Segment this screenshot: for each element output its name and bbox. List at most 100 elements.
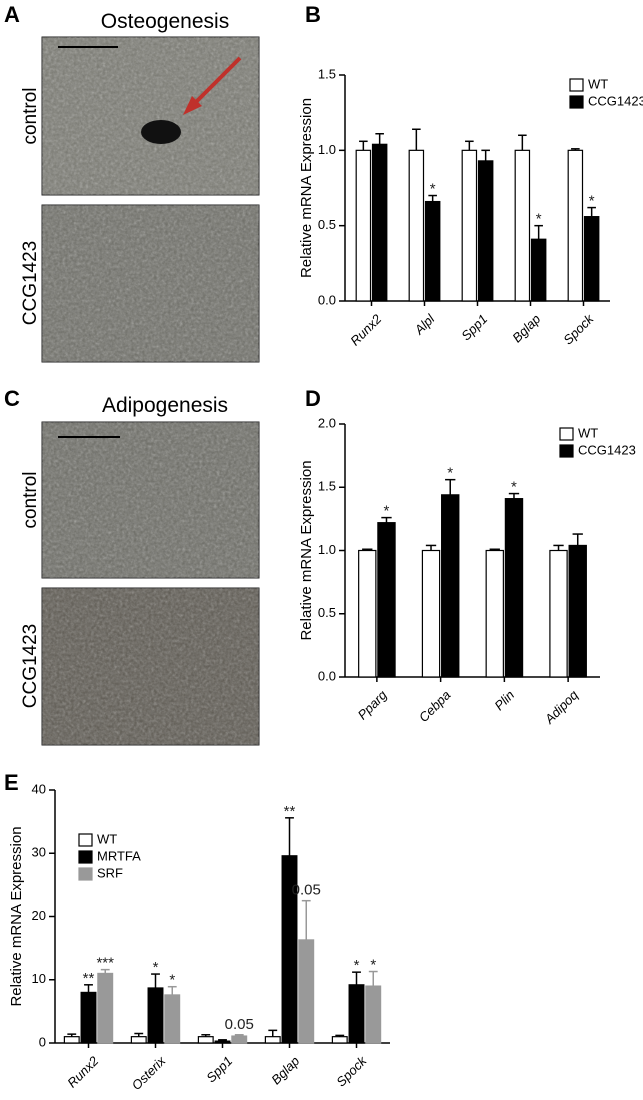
y-tick-label: 1.0 (318, 542, 336, 557)
row-label: CCG1423 (20, 624, 41, 709)
y-tick-label: 40 (32, 781, 46, 796)
bar (485, 549, 504, 678)
significance: ** (83, 970, 95, 987)
y-tick-label: 10 (32, 971, 46, 986)
significance: * (153, 959, 159, 976)
y-tick-label: 20 (32, 908, 46, 923)
y-tick-label: 2.0 (318, 415, 336, 430)
bar (355, 149, 372, 302)
bar (348, 984, 365, 1044)
bar (583, 216, 600, 302)
bar (461, 149, 478, 302)
texture (42, 205, 259, 362)
y-axis-label: Relative mRNA Expression (298, 460, 315, 640)
significance: * (536, 211, 542, 228)
bar (424, 200, 441, 302)
legend-label: SRF (97, 865, 123, 880)
legend-label: WT (97, 831, 117, 846)
micrographs (41, 36, 260, 746)
bar (147, 987, 164, 1044)
significance: * (169, 972, 175, 989)
arrow (194, 56, 242, 104)
x-tick-label: Bglap (509, 311, 543, 345)
significance: * (384, 503, 390, 520)
significance: * (589, 193, 595, 210)
x-tick-label: Plin (491, 687, 517, 713)
significance: 0.05 (292, 882, 321, 899)
bar (281, 855, 298, 1044)
texture (42, 588, 259, 745)
significance: ** (284, 803, 296, 820)
bar (530, 238, 547, 302)
x-tick-label: Spp1 (203, 1053, 235, 1085)
panel-letter: A (4, 2, 20, 27)
panel-title: Adipogenesis (102, 394, 228, 417)
legend-swatch (78, 867, 93, 881)
y-axis-label: Relative mRNA Expression (8, 826, 25, 1006)
x-tick-label: Runx2 (347, 311, 385, 349)
bar (408, 149, 425, 302)
bar (549, 549, 568, 678)
bar (504, 498, 524, 678)
significance: * (447, 465, 453, 482)
x-tick-label: Pparg (355, 687, 391, 723)
bar (331, 1036, 348, 1044)
y-tick-label: 0.5 (318, 217, 336, 232)
y-axis-label: Relative mRNA Expression (298, 98, 315, 278)
bar (80, 991, 97, 1044)
legend-label: MRTFA (97, 848, 141, 863)
x-tick-label: Spock (333, 1052, 370, 1089)
bar (514, 149, 531, 302)
y-tick-label: 0.0 (318, 292, 336, 307)
x-tick-label: Runx2 (64, 1053, 102, 1091)
row-label: control (20, 471, 41, 528)
legend-label: CCG1423 (588, 93, 643, 108)
panel-letter: E (4, 770, 19, 795)
bar (197, 1036, 214, 1044)
y-tick-label: 0.5 (318, 605, 336, 620)
significance: * (354, 957, 360, 974)
x-tick-label: Osterix (129, 1053, 169, 1093)
significance: * (430, 181, 436, 198)
bar (365, 985, 382, 1044)
x-tick-label: Spock (560, 310, 597, 347)
significance: *** (96, 955, 114, 972)
legend-swatch (559, 427, 574, 441)
row-label: CCG1423 (20, 241, 41, 326)
nodule (141, 120, 181, 144)
y-tick-label: 1.5 (318, 66, 336, 81)
bar (130, 1036, 147, 1044)
bar (441, 494, 460, 678)
bar (358, 549, 377, 678)
y-tick-label: 0 (39, 1034, 46, 1049)
legend-label: WT (588, 76, 608, 91)
panel-letter: B (305, 2, 321, 27)
significance: * (370, 957, 376, 974)
bar (164, 994, 181, 1044)
legend-label: WT (578, 425, 598, 440)
significance: 0.05 (225, 1016, 254, 1033)
bar (568, 544, 587, 678)
bar (567, 149, 584, 302)
bar (477, 160, 494, 302)
y-tick-label: 30 (32, 845, 46, 860)
texture (42, 422, 259, 578)
bar (264, 1036, 281, 1044)
x-tick-label: Adipoq (541, 687, 581, 727)
x-tick-label: Spp1 (458, 311, 490, 343)
significance: * (511, 479, 517, 496)
legend-swatch (569, 95, 584, 109)
row-label: control (20, 87, 41, 144)
x-tick-label: Bglap (268, 1053, 302, 1087)
bar (63, 1036, 80, 1044)
y-tick-label: 0.0 (318, 668, 336, 683)
panel-letter: C (4, 386, 20, 411)
bar (298, 939, 315, 1044)
texture (42, 37, 259, 195)
bar (231, 1035, 248, 1044)
legend-label: CCG1423 (578, 442, 636, 457)
bar (371, 143, 388, 302)
legend-swatch (559, 444, 574, 458)
legend-swatch (78, 833, 93, 847)
